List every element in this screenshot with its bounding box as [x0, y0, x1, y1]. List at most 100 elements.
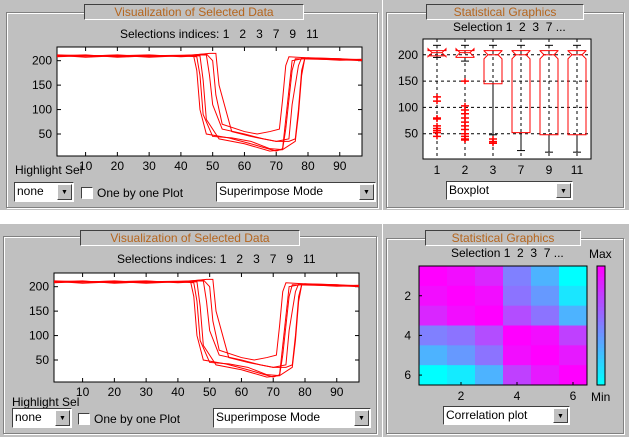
colorbar — [596, 265, 606, 386]
heatmap-cell — [447, 285, 476, 307]
heatmap-cell — [475, 266, 504, 287]
x-tick-label: 80 — [301, 159, 315, 173]
triangle-down-icon: ▼ — [359, 184, 374, 200]
colorbar-segment — [597, 318, 605, 323]
selection-indices: Selections indices: 1 2 3 7 9 11 — [120, 27, 319, 41]
triangle-down-icon: ▼ — [55, 410, 70, 426]
triangle-down-icon: ▼ — [354, 410, 369, 426]
y-tick-label: 100 — [398, 100, 418, 114]
triangle-down-icon: ▼ — [57, 184, 72, 200]
x-tick-label: 2 — [458, 389, 465, 403]
selection-label: Selection 1 2 3 7 ... — [453, 20, 566, 34]
outlier-marker — [461, 137, 469, 144]
panel-title: Visualization of Selected Data — [80, 230, 300, 246]
highlight-select[interactable]: none ▼ — [14, 182, 74, 202]
colorbar-segment — [597, 280, 605, 286]
mode-select[interactable]: Superimpose Mode ▼ — [216, 182, 376, 202]
box — [483, 50, 503, 85]
panel-title: Statistical Graphics — [426, 4, 584, 20]
colorbar-max-label: Max — [589, 247, 612, 261]
x-tick-label: 6 — [570, 389, 577, 403]
x-tick-label: 20 — [111, 159, 125, 173]
x-tick-label: 10 — [76, 385, 90, 399]
colorbar-segment — [597, 303, 605, 308]
outlier-marker — [433, 116, 441, 122]
checkbox-label: One by one Plot — [97, 186, 184, 200]
heatmap-cell — [447, 345, 476, 366]
colorbar-segment — [597, 325, 605, 330]
colorbar-segment — [597, 310, 605, 315]
line-chart: 10 20 30 40 50 60 70 80 90 50 100 150 200 — [32, 46, 363, 173]
heatmap-cell — [447, 266, 476, 287]
heatmap-cell — [475, 305, 504, 326]
box — [427, 47, 447, 58]
y-tick-label: 6 — [404, 368, 411, 382]
outlier-marker — [489, 140, 497, 147]
mode-select[interactable]: Superimpose Mode ▼ — [213, 408, 371, 428]
x-tick-label: 1 — [434, 163, 441, 177]
heatmap-cell — [447, 365, 476, 386]
heatmap-cell — [503, 345, 532, 366]
heatmap-cell — [559, 305, 588, 326]
heatmap-cell — [531, 305, 560, 326]
one-by-one-checkbox[interactable] — [81, 187, 93, 199]
y-tick-label: 200 — [29, 280, 49, 294]
heatmap-cell — [475, 325, 504, 346]
colorbar-segment — [597, 292, 605, 297]
colorbar-segment — [597, 370, 605, 375]
colorbar-segment — [597, 377, 605, 382]
plot-type-select[interactable]: Boxplot ▼ — [446, 181, 573, 200]
heatmap-cell — [503, 325, 532, 346]
heatmap-cell — [503, 285, 532, 307]
heatmap-cell — [419, 345, 448, 366]
heatmap-cell — [419, 325, 448, 346]
colorbar-segment — [597, 269, 605, 274]
heatmap-cell — [475, 345, 504, 366]
line-chart: 10 20 30 40 50 60 70 80 90 50 100 150 200 — [29, 272, 360, 399]
colorbar-border — [596, 265, 606, 386]
colorbar-segment — [597, 336, 605, 341]
colorbar-segment — [597, 284, 605, 289]
selection-indices: Selections indices: 1 2 3 7 9 11 — [117, 252, 316, 266]
box — [511, 50, 531, 134]
plot-area — [422, 38, 592, 160]
x-tick-label: 90 — [330, 385, 344, 399]
checkbox-label: One by one Plot — [94, 412, 181, 426]
plot-area — [53, 272, 360, 383]
colorbar-segment — [597, 306, 605, 312]
x-tick-label: 50 — [203, 385, 217, 399]
boxplot-chart: 50 100 150 200 1 2 3 7 9 11 — [398, 38, 592, 177]
highlight-select[interactable]: none ▼ — [12, 408, 72, 428]
y-tick-label: 2 — [404, 289, 411, 303]
x-tick-label: 4 — [514, 389, 521, 403]
one-by-one-checkbox[interactable] — [78, 413, 90, 425]
colorbar-segment — [597, 381, 605, 386]
colorbar-segment — [597, 288, 605, 293]
heatmap-cell — [559, 325, 588, 346]
colorbar-segment — [597, 321, 605, 326]
panel-title: Visualization of Selected Data — [84, 4, 304, 20]
x-tick-label: 40 — [174, 159, 188, 173]
top-right-panel: Statistical Graphics Selection 1 2 3 7 .… — [383, 0, 629, 210]
colorbar-segment — [597, 295, 605, 300]
colorbar-segment — [597, 340, 605, 345]
triangle-down-icon: ▼ — [553, 408, 568, 423]
x-tick-label: 2 — [462, 163, 469, 177]
x-tick-label: 40 — [171, 385, 185, 399]
x-tick-label: 70 — [270, 159, 284, 173]
y-tick-label: 50 — [405, 127, 419, 141]
heatmap-cell — [531, 345, 560, 366]
x-tick-label: 9 — [546, 163, 553, 177]
outlier-marker — [433, 98, 441, 105]
plot-area — [56, 46, 363, 157]
y-tick-label: 150 — [398, 74, 418, 88]
colorbar-segment — [597, 347, 605, 353]
colorbar-segment — [597, 266, 605, 271]
series-line — [53, 279, 360, 361]
plot-type-select[interactable]: Correlation plot ▼ — [443, 406, 570, 425]
heatmap-cell — [475, 365, 504, 386]
colorbar-segment — [597, 344, 605, 349]
heatmap-cell — [503, 305, 532, 326]
colorbar-segment — [597, 314, 605, 319]
x-tick-label: 7 — [518, 163, 525, 177]
